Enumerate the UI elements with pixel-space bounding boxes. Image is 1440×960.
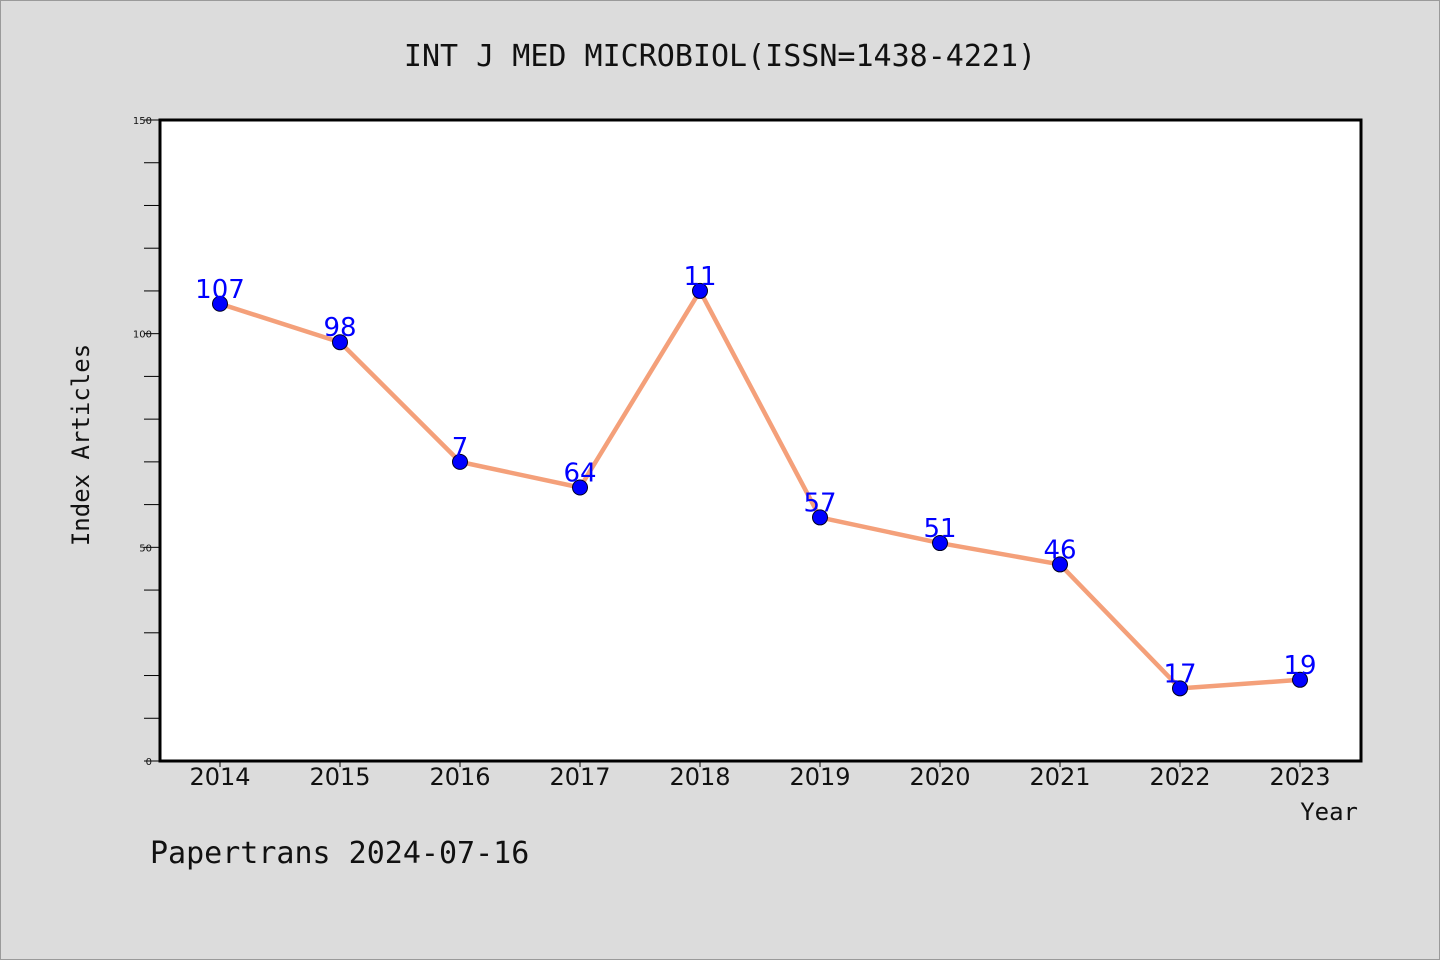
data-point: [932, 535, 948, 552]
x-tick-label: 2023: [1269, 763, 1330, 791]
x-tick-label: 2014: [189, 763, 250, 791]
y-tick-label: 150: [133, 116, 152, 127]
x-axis: 2014 2015 2016 2017 2018 2019 2020 2021 2022 2023: [189, 761, 1331, 791]
x-tick-label: 2021: [1029, 763, 1090, 791]
data-point: [1292, 671, 1308, 688]
x-tick-label: 2020: [909, 763, 970, 791]
y-tick-label: 100: [133, 330, 152, 341]
data-label: 11: [683, 262, 716, 292]
x-tick-label: 2015: [309, 763, 370, 791]
data-label: 19: [1283, 651, 1316, 681]
data-point: [1052, 556, 1068, 573]
data-label: 64: [563, 459, 596, 489]
x-tick-label: 2016: [429, 763, 490, 791]
data-points: [212, 282, 1308, 697]
chart-title: INT J MED MICROBIOL(ISSN=1438-4221): [404, 39, 1036, 74]
x-tick-label: 2022: [1149, 763, 1210, 791]
data-labels: 107 98 7 64 11 57 51 46 17 19: [195, 262, 1316, 689]
x-tick-label: 2018: [669, 763, 730, 791]
y-tick-label: 50: [139, 543, 152, 554]
data-point: [332, 334, 348, 351]
data-point: [452, 453, 468, 470]
data-point: [812, 509, 828, 526]
x-axis-title: Year: [1300, 798, 1358, 826]
footer-credit: Papertrans 2024-07-16: [150, 836, 529, 871]
series-line-group: [219, 288, 1301, 691]
data-label: 17: [1163, 659, 1196, 689]
y-axis: 0 50 100 150: [133, 116, 160, 768]
data-label: 107: [195, 275, 245, 305]
data-label: 51: [923, 514, 956, 544]
data-label: 57: [803, 488, 836, 518]
y-tick-label: 0: [146, 757, 152, 768]
data-point: [1172, 680, 1188, 697]
data-point: [212, 295, 228, 312]
data-label: 46: [1043, 535, 1076, 565]
y-axis-title: Index Articles: [67, 344, 95, 546]
data-point: [572, 479, 588, 496]
x-tick-label: 2017: [549, 763, 610, 791]
series-line: [219, 288, 1301, 691]
x-tick-label: 2019: [789, 763, 850, 791]
data-label: 7: [452, 433, 469, 463]
data-point: [692, 282, 708, 299]
plot-area: [158, 118, 1363, 763]
data-label: 98: [323, 313, 356, 343]
